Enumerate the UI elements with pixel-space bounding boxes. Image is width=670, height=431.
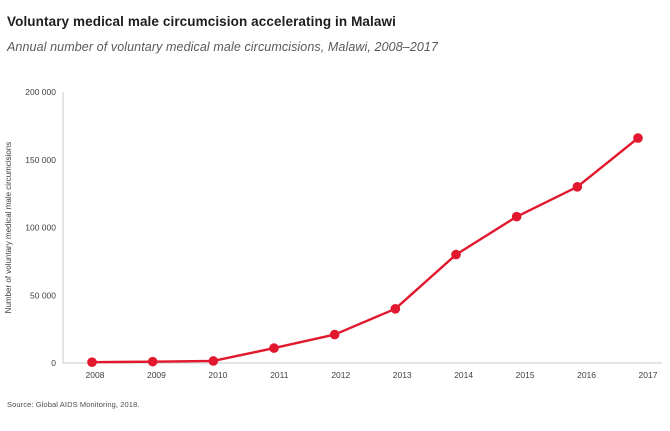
x-tick-label: 2011 [270,370,289,380]
y-tick-label: 50 000 [30,290,56,300]
chart-title: Voluntary medical male circumcision acce… [7,14,396,29]
x-tick-label: 2016 [577,370,596,380]
data-point-2017 [633,133,643,143]
y-tick-label: 100 000 [25,223,56,233]
x-tick-label: 2012 [331,370,350,380]
y-tick-label: 150 000 [25,155,56,165]
data-point-2011 [269,343,279,353]
source-note: Source: Global AIDS Monitoring, 2018. [7,400,140,409]
data-point-2010 [208,356,219,366]
y-axis-title: Number of voluntary medical male circumc… [4,142,13,314]
data-point-2014 [451,249,461,260]
chart-subtitle: Annual number of voluntary medical male … [7,40,439,54]
x-tick-label: 2010 [208,370,227,380]
x-tick-label: 2017 [639,370,658,380]
data-point-2013 [390,304,401,314]
y-tick-label: 200 000 [25,87,56,97]
x-tick-label: 2014 [454,370,473,380]
x-tick-label: 2008 [86,370,105,380]
data-point-2012 [329,329,340,340]
y-tick-label: 0 [51,358,56,368]
data-point-2008 [87,357,97,367]
x-tick-label: 2013 [393,370,412,380]
series-line [90,136,640,364]
x-tick-label: 2015 [516,370,535,380]
data-point-2009 [147,356,158,367]
x-tick-label: 2009 [147,370,166,380]
data-point-2016 [572,182,583,192]
data-point-2015 [511,211,522,222]
